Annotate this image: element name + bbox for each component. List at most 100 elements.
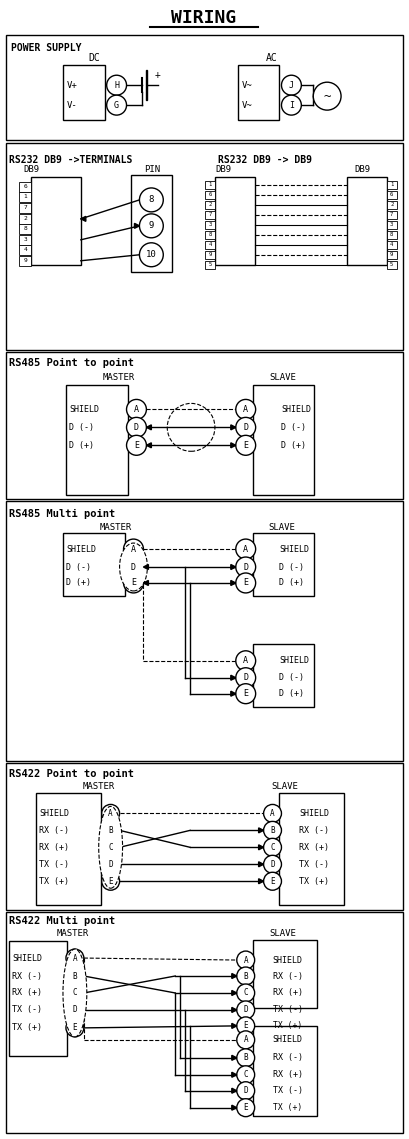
Bar [19, 182, 31, 192]
Text: D (+): D (+) [66, 579, 91, 588]
Text: TX (-): TX (-) [39, 860, 69, 869]
Polygon shape [231, 425, 236, 429]
Bar [19, 214, 31, 224]
Text: A: A [108, 809, 113, 818]
Text: 5: 5 [208, 262, 211, 268]
Text: SHIELD: SHIELD [299, 809, 329, 818]
Text: E: E [243, 689, 248, 698]
Text: 8: 8 [23, 227, 27, 231]
Bar [66, 385, 128, 495]
Text: TX (+): TX (+) [12, 1023, 42, 1032]
Circle shape [237, 1017, 255, 1035]
Text: D (+): D (+) [279, 579, 304, 588]
Polygon shape [258, 828, 263, 833]
Text: A: A [131, 544, 136, 554]
Text: E: E [131, 579, 136, 588]
Text: RS232 DB9 -> DB9: RS232 DB9 -> DB9 [218, 155, 312, 165]
Bar [19, 203, 31, 213]
Text: MASTER: MASTER [103, 372, 135, 382]
Bar [387, 231, 397, 239]
Bar [7, 144, 402, 350]
Text: E: E [243, 441, 248, 450]
Circle shape [237, 1031, 255, 1049]
Circle shape [66, 1019, 84, 1036]
Circle shape [281, 96, 301, 115]
Bar [387, 261, 397, 269]
Text: A: A [243, 656, 248, 665]
Text: PIN: PIN [144, 165, 160, 174]
Polygon shape [146, 425, 151, 429]
Text: D: D [270, 860, 275, 869]
Text: TX (-): TX (-) [12, 1006, 42, 1015]
Circle shape [236, 683, 256, 704]
Text: E: E [108, 877, 113, 886]
Text: SHIELD: SHIELD [272, 1035, 303, 1044]
Bar [19, 192, 31, 202]
Text: POWER SUPPLY: POWER SUPPLY [11, 43, 82, 54]
Text: SHIELD: SHIELD [39, 809, 69, 818]
Polygon shape [231, 675, 236, 680]
Bar [7, 501, 402, 761]
Circle shape [66, 984, 84, 1002]
Circle shape [124, 539, 144, 559]
Text: 3: 3 [390, 222, 393, 228]
Text: RS485 Multi point: RS485 Multi point [9, 509, 116, 519]
Text: SHIELD: SHIELD [69, 404, 99, 413]
Text: SHIELD: SHIELD [279, 656, 310, 665]
Bar [19, 245, 31, 255]
Polygon shape [232, 1072, 237, 1077]
Polygon shape [232, 1023, 237, 1029]
Text: G: G [114, 100, 119, 109]
Text: B: B [243, 972, 248, 981]
Bar [205, 231, 215, 239]
Bar [253, 385, 314, 495]
Text: I: I [289, 100, 294, 109]
Text: DB9: DB9 [354, 165, 370, 174]
Text: +: + [154, 71, 160, 80]
Circle shape [236, 435, 256, 456]
Polygon shape [232, 1007, 237, 1013]
Text: C: C [72, 989, 77, 998]
Text: 6: 6 [390, 192, 393, 197]
Text: 6: 6 [23, 185, 27, 189]
Text: 9: 9 [23, 259, 27, 263]
Text: A: A [243, 544, 248, 554]
Bar [253, 533, 314, 596]
Circle shape [126, 417, 146, 437]
Text: D (+): D (+) [281, 441, 306, 450]
Text: 1: 1 [23, 195, 27, 199]
Bar [205, 191, 215, 199]
Text: RX (+): RX (+) [272, 989, 303, 998]
Text: 2: 2 [208, 203, 211, 207]
Circle shape [263, 872, 281, 891]
Bar [387, 240, 397, 248]
Text: RX (-): RX (-) [299, 826, 329, 835]
Bar [130, 175, 172, 272]
Text: A: A [243, 956, 248, 965]
Bar [205, 261, 215, 269]
Text: SHIELD: SHIELD [66, 544, 96, 554]
Bar [205, 200, 215, 208]
Text: TX (+): TX (+) [272, 1104, 302, 1112]
Polygon shape [231, 691, 236, 696]
Polygon shape [146, 443, 151, 448]
Text: D: D [243, 563, 248, 572]
Text: SLAVE: SLAVE [269, 928, 296, 937]
Text: D (+): D (+) [69, 441, 94, 450]
Bar [205, 181, 215, 189]
Text: SHIELD: SHIELD [272, 956, 303, 965]
Text: 10: 10 [146, 251, 157, 260]
Text: TX (+): TX (+) [272, 1022, 302, 1031]
Text: MASTER: MASTER [83, 782, 115, 790]
Circle shape [236, 400, 256, 419]
Text: TX (-): TX (-) [272, 1006, 303, 1015]
Circle shape [124, 557, 144, 577]
Bar [387, 181, 397, 189]
Text: MASTER: MASTER [99, 523, 132, 532]
Text: SHIELD: SHIELD [281, 404, 312, 413]
Circle shape [126, 435, 146, 456]
Text: MASTER: MASTER [57, 928, 89, 937]
Text: 9: 9 [390, 252, 393, 257]
Polygon shape [232, 1105, 237, 1111]
Bar [387, 211, 397, 219]
